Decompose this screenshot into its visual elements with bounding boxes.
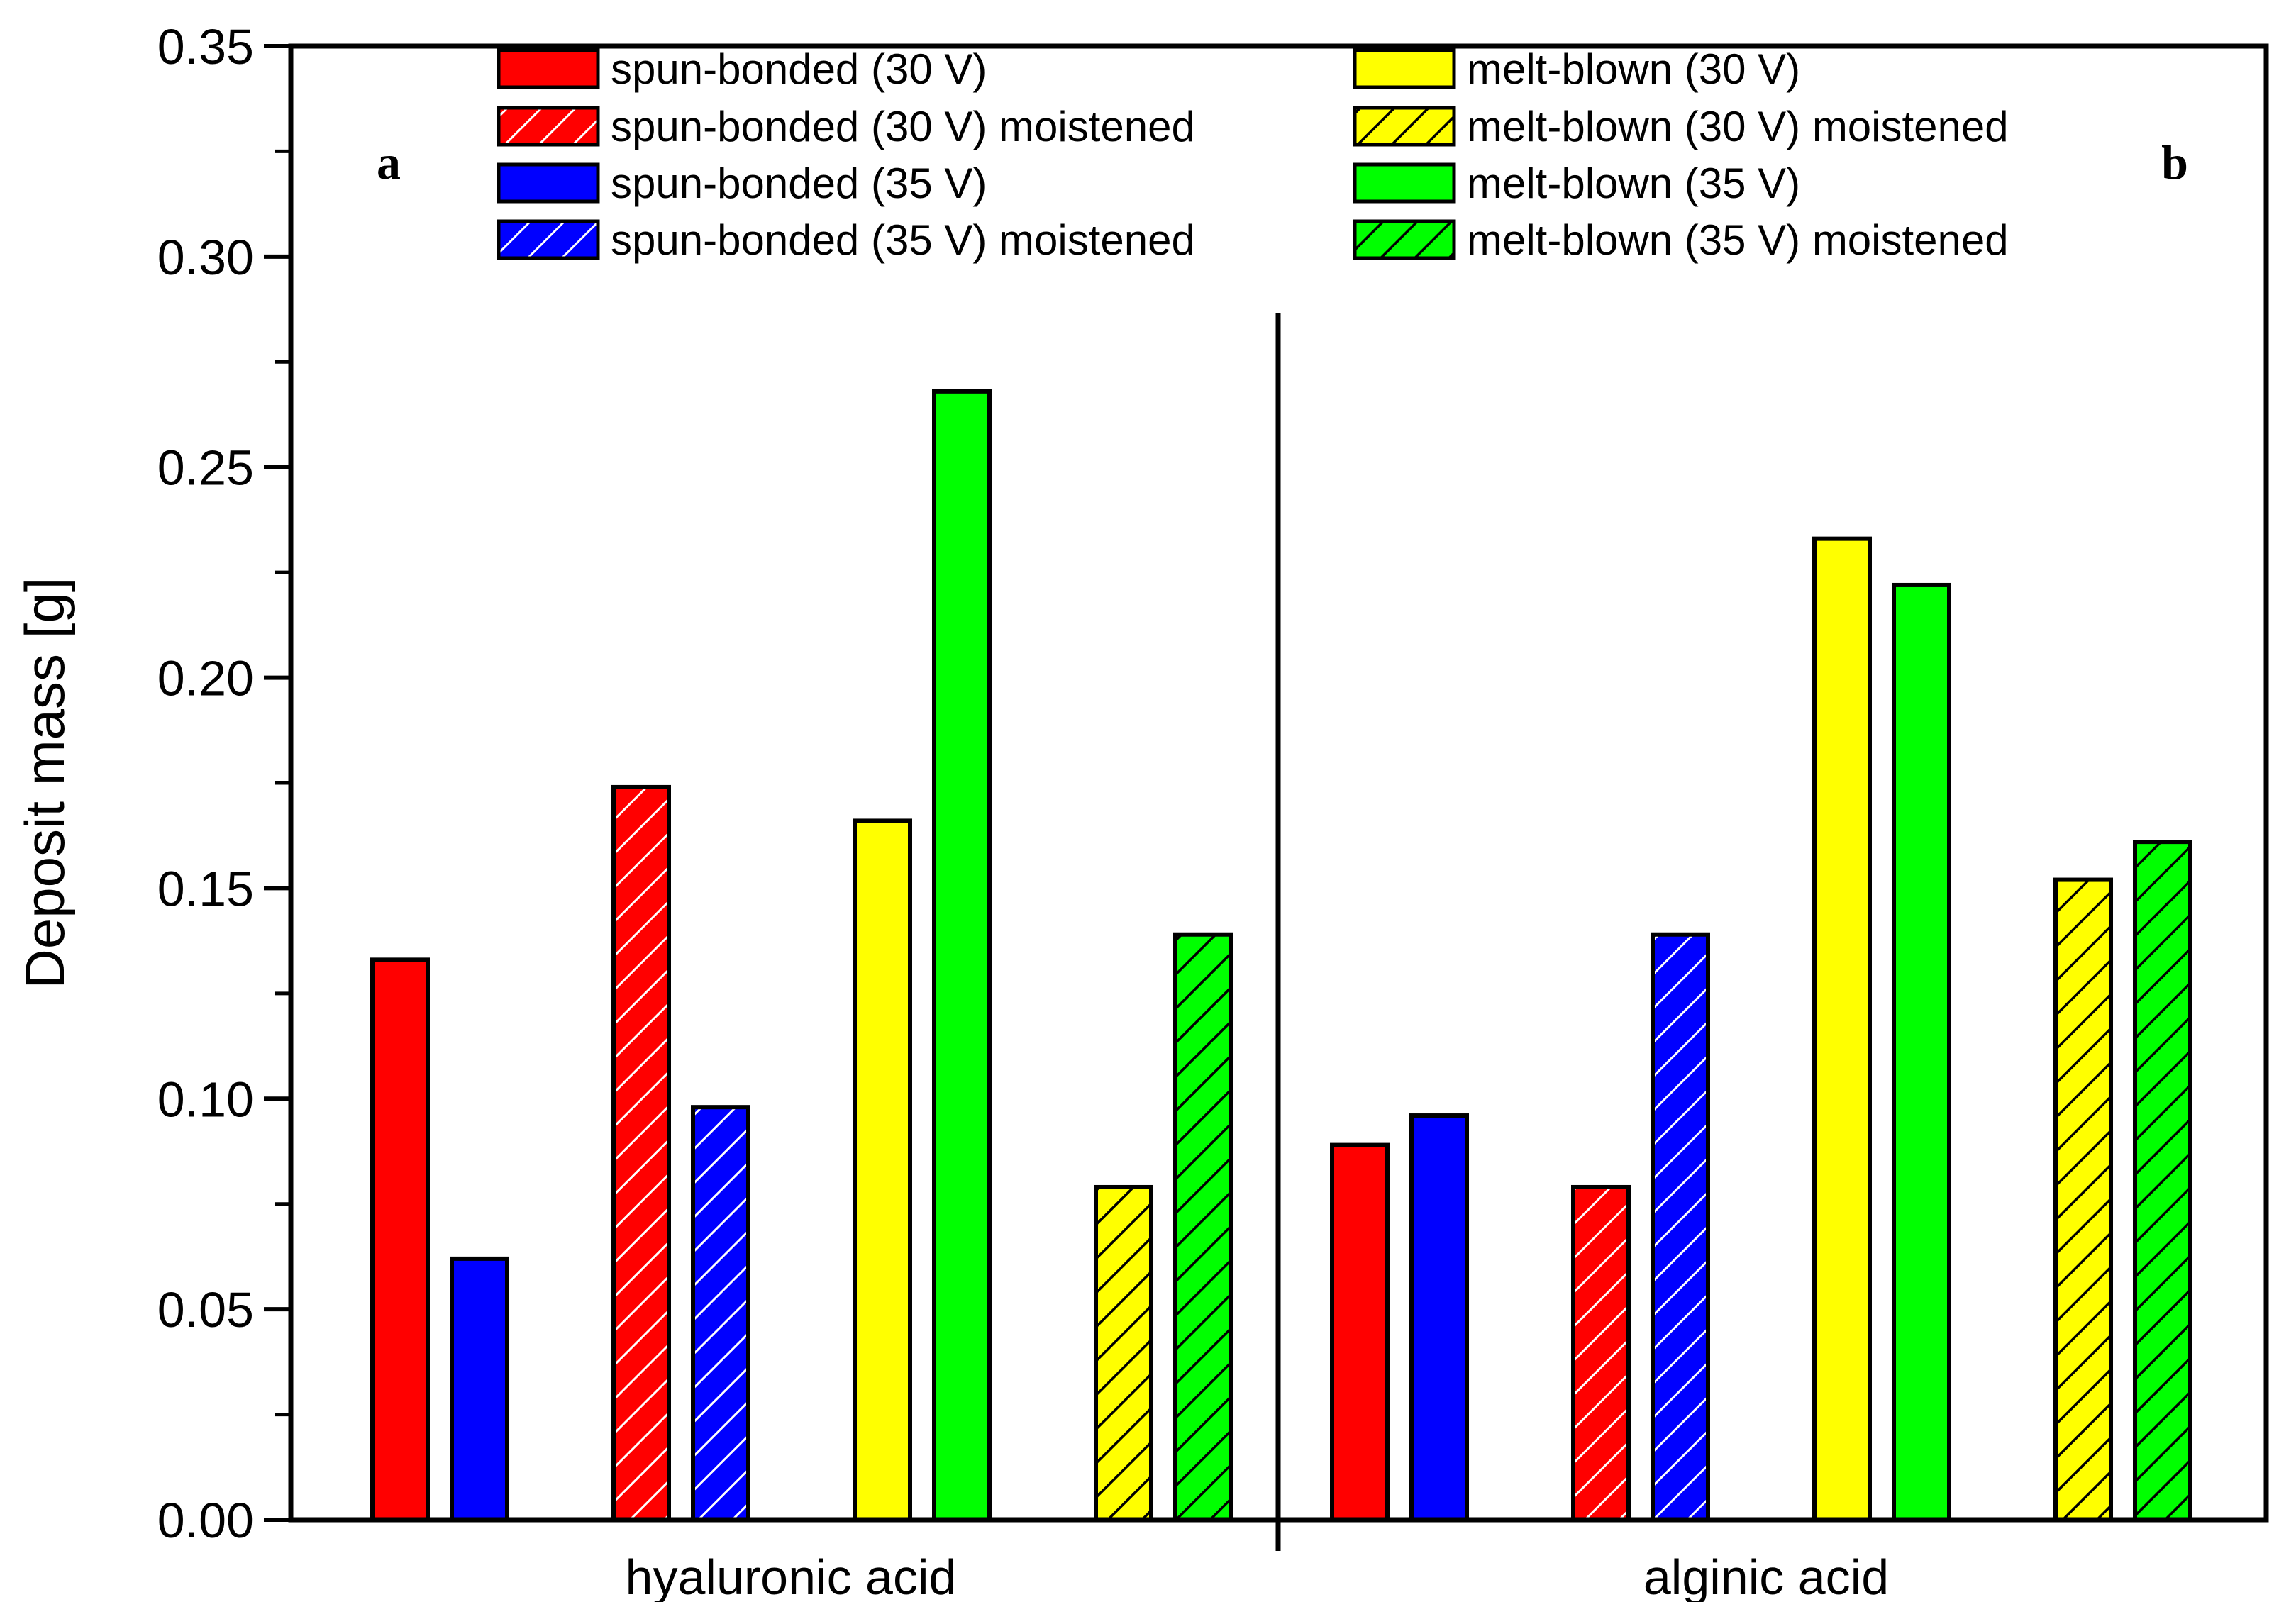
legend-label: melt-blown (35 V) — [1467, 160, 1800, 207]
legend-label: spun-bonded (35 V) — [611, 160, 987, 207]
legend-swatch — [1355, 165, 1454, 201]
legend-swatch-hatch — [499, 221, 598, 258]
category-label-alginic: alginic acid — [1643, 1550, 1889, 1602]
legend-item-spun-bonded-30-v[interactable]: spun-bonded (30 V) — [497, 45, 987, 93]
legend-label: spun-bonded (30 V) moistened — [611, 103, 1195, 150]
legend-swatch — [1355, 50, 1454, 87]
y-tick-label: 0.15 — [157, 861, 254, 916]
legend-label: melt-blown (35 V) moistened — [1467, 216, 2009, 264]
legend-item-melt-blown-35-v-moistened[interactable]: melt-blown (35 V) moistened — [1353, 216, 2009, 264]
bar-melt-blown-30-v-alginic-acid — [1814, 538, 1870, 1520]
legend-swatch-hatch — [1355, 108, 1454, 145]
legend-swatch-outline — [1353, 162, 1456, 204]
bar-spun-bonded-35-v-moistened-hyaluronic-acid-hatch — [693, 1107, 748, 1520]
bar-spun-bonded-30-v-hyaluronic-acid — [372, 959, 428, 1520]
legend-swatch-outline — [497, 162, 600, 204]
legend-item-spun-bonded-35-v-moistened[interactable]: spun-bonded (35 V) moistened — [497, 216, 1195, 264]
legend-item-spun-bonded-30-v-moistened[interactable]: spun-bonded (30 V) moistened — [497, 103, 1195, 150]
bar-spun-bonded-35-v-alginic-acid — [1412, 1116, 1467, 1520]
legend-swatch-hatch — [1355, 221, 1454, 258]
legend-swatch — [499, 165, 598, 201]
bar-melt-blown-35-v-moistened-hyaluronic-acid-hatch — [1175, 934, 1231, 1520]
y-axis-title: Deposit mass [g] — [13, 577, 76, 989]
y-tick-label: 0.05 — [157, 1282, 254, 1337]
bar-spun-bonded-30-v-alginic-acid — [1332, 1145, 1387, 1520]
legend-label: melt-blown (30 V) moistened — [1467, 103, 2009, 150]
legend-item-spun-bonded-35-v[interactable]: spun-bonded (35 V) — [497, 160, 987, 207]
bar-spun-bonded-30-v-moistened-alginic-acid-hatch — [1573, 1186, 1629, 1520]
category-label-hyaluronic: hyaluronic acid — [626, 1550, 957, 1602]
legend-swatch-hatch — [499, 108, 598, 145]
legend-label: spun-bonded (30 V) — [611, 45, 987, 93]
legend-swatch-outline — [497, 48, 600, 89]
bar-melt-blown-30-v-moistened-alginic-acid-hatch — [2056, 879, 2111, 1520]
bar-melt-blown-35-v-moistened-alginic-acid-hatch — [2135, 842, 2190, 1520]
y-tick-label: 0.00 — [157, 1493, 254, 1548]
legend-swatch-outline — [497, 219, 600, 260]
legend: spun-bonded (30 V) spun-bonded (30 V) moi… — [497, 45, 2009, 264]
y-tick-label: 0.30 — [157, 230, 254, 285]
legend-swatch-outline — [1353, 48, 1456, 89]
y-tick-label: 0.10 — [157, 1072, 254, 1127]
panel-label-a: a — [377, 135, 401, 189]
legend-swatch-outline — [1353, 219, 1456, 260]
bar-spun-bonded-35-v-moistened-alginic-acid-hatch — [1653, 934, 1708, 1520]
bar-melt-blown-30-v-moistened-hyaluronic-acid-hatch — [1096, 1186, 1151, 1520]
legend-swatch-outline — [1353, 106, 1456, 147]
bar-spun-bonded-35-v-hyaluronic-acid — [452, 1258, 507, 1520]
panel-label-b: b — [2161, 135, 2188, 189]
y-axis: 0.00 0.05 0.10 0.15 0.20 0.25 0.30 0.35 — [157, 19, 291, 1548]
legend-item-melt-blown-30-v-moistened[interactable]: melt-blown (30 V) moistened — [1353, 103, 2009, 150]
bar-melt-blown-35-v-alginic-acid — [1894, 584, 1949, 1520]
y-tick-label: 0.35 — [157, 19, 254, 74]
bar-melt-blown-30-v-hyaluronic-acid — [855, 821, 910, 1520]
bars-group — [370, 389, 2192, 1523]
y-tick-label: 0.20 — [157, 651, 254, 706]
legend-item-melt-blown-35-v[interactable]: melt-blown (35 V) — [1353, 160, 1800, 207]
bar-melt-blown-35-v-hyaluronic-acid — [934, 391, 989, 1520]
legend-label: melt-blown (30 V) — [1467, 45, 1800, 93]
legend-swatch-outline — [497, 106, 600, 147]
bar-spun-bonded-30-v-moistened-hyaluronic-acid-hatch — [614, 786, 669, 1520]
legend-swatch — [499, 50, 598, 87]
legend-label: spun-bonded (35 V) moistened — [611, 216, 1195, 264]
y-tick-label: 0.25 — [157, 440, 254, 496]
legend-item-melt-blown-30-v[interactable]: melt-blown (30 V) — [1353, 45, 1800, 93]
